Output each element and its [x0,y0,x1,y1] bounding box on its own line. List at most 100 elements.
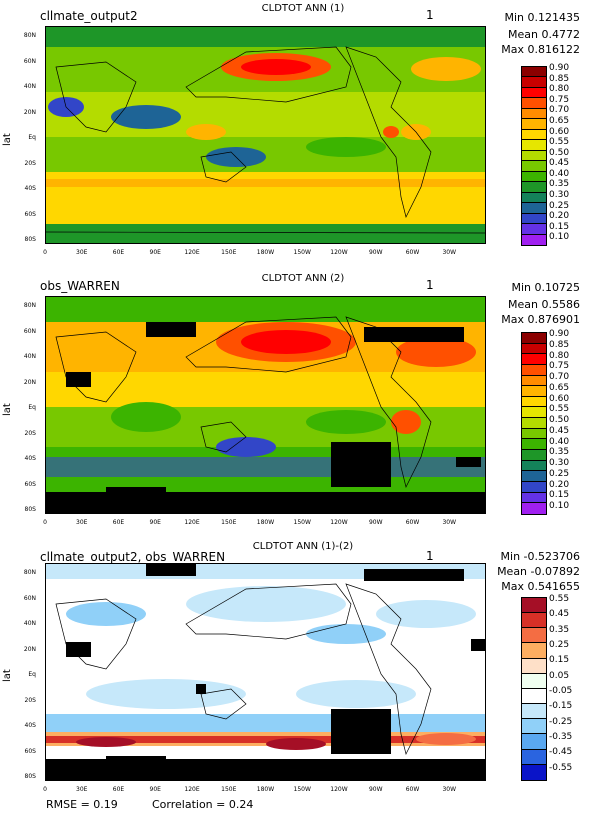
y-tick-label: 20N [23,108,36,116]
colorbar-swatch [522,234,546,245]
colorbar-swatch [522,182,546,193]
colorbar-label: -0.45 [549,747,573,758]
x-tick-label: 30W [442,249,457,256]
colorbar-swatch [522,749,546,765]
colorbar-label: 0.55 [549,137,570,148]
colorbar-swatch [522,119,546,130]
colorbar-label: 0.70 [549,105,570,116]
colorbar-label: 0.25 [549,640,570,650]
x-tick-label: 90E [149,786,161,793]
stat-max: Max 0.541655 [501,580,580,593]
x-tick-label: 60W [405,249,420,256]
panel-index: 1 [426,8,434,22]
colorbar-swatch [522,450,546,461]
colorbar [521,332,547,515]
colorbar-label: 0.45 [549,158,570,169]
x-tick-label: 180W [256,786,275,793]
colorbar-label: 0.10 [549,232,570,243]
y-tick-label: 60S [24,210,36,218]
colorbar-label: 0.80 [549,350,570,361]
colorbar-label: 0.80 [549,84,570,95]
colorbar-swatch [522,439,546,451]
colorbar-label: 0.15 [549,490,570,501]
cloud-map-model [45,26,486,244]
colorbar-swatch [522,598,546,614]
x-tick-label: 90E [149,519,161,526]
y-tick-label: 80N [23,302,36,309]
colorbar-swatch [522,224,546,235]
stat-max: Max 0.816122 [501,43,580,56]
colorbar-swatch [522,150,546,162]
colorbar-swatch [522,171,546,183]
colorbar-swatch [522,764,546,780]
colorbar-label: -0.55 [549,762,573,773]
x-tick-label: 150E [221,249,237,256]
x-tick-label: 60E [112,249,125,256]
y-tick-label: Eq [28,404,36,411]
stat-min: Min 0.10725 [511,281,580,294]
x-tick-label: 120E [184,249,200,256]
stat-min: Min -0.523706 [500,550,580,563]
x-tick-label: 180W [256,519,275,526]
colorbar-label: 0.30 [549,190,570,201]
y-tick-label: 80S [24,506,36,513]
x-tick-label: 120W [330,786,348,793]
panel-difference: cllmate_output2, obs_WARREN CLDTOT ANN (… [0,540,606,814]
panel-model: cllmate_output2 CLDTOT ANN (1) 1 Min 0.1… [0,0,606,270]
colorbar-label: 0.05 [549,670,570,681]
case-name: obs_WARREN [40,279,120,293]
x-tick-label: 30E [76,786,88,793]
x-tick-label: 30E [76,519,88,526]
colorbar-swatch [522,734,546,750]
x-tick-label: 150E [221,786,237,793]
x-tick-label: 30W [442,519,457,526]
colorbar-label: 0.70 [549,372,570,383]
colorbar-label: 0.90 [549,329,570,339]
y-tick-label: 40N [23,620,36,627]
colorbar-swatch [522,428,546,440]
colorbar-label: 0.55 [549,404,570,415]
colorbar-label: -0.35 [549,732,573,742]
colorbar-swatch [522,108,546,120]
colorbar-label: 0.20 [549,211,570,222]
colorbar-swatch [522,161,546,172]
colorbar-swatch [522,140,546,151]
y-tick-label: 40S [24,455,36,462]
colorbar-swatch [522,77,546,88]
colorbar-swatch [522,354,546,365]
x-tick-label: 150W [293,519,311,526]
y-tick-label: 20S [24,159,36,167]
x-tick-label: 150W [293,786,311,793]
y-tick-label: 40S [24,185,36,192]
colorbar-label: 0.75 [549,361,570,372]
stat-min: Min 0.121435 [504,11,580,24]
colorbar-label: 0.85 [549,73,570,84]
colorbar-swatch [522,471,546,482]
x-tick-label: 120W [330,249,348,256]
colorbar-swatch [522,407,546,419]
colorbar-label: 0.25 [549,468,570,479]
colorbar-label: 0.10 [549,501,570,512]
x-tick-label: 30E [76,249,88,256]
stat-mean: Mean -0.07892 [497,565,580,578]
x-tick-label: 60W [405,786,420,793]
colorbar-swatch [522,492,546,504]
y-tick-label: 20S [24,696,36,704]
colorbar-swatch [522,67,546,78]
x-tick-label: 0 [43,249,47,256]
colorbar-swatch [522,481,546,493]
y-tick-label: 80N [23,569,36,576]
x-tick-label: 60E [112,786,125,793]
colorbar-swatch [522,643,546,659]
colorbar-label: 0.30 [549,458,570,469]
colorbar-swatch [522,213,546,225]
colorbar-label: 0.35 [549,179,570,190]
y-tick-label: 40N [23,83,36,90]
panel-index: 1 [426,549,434,563]
colorbar-label: -0.05 [549,686,573,696]
y-tick-label: 20N [23,378,36,386]
colorbar-swatch [522,673,546,689]
y-tick-label: 60N [23,57,36,65]
colorbar-label: 0.35 [549,624,570,635]
colorbar-label: 0.15 [549,221,570,232]
